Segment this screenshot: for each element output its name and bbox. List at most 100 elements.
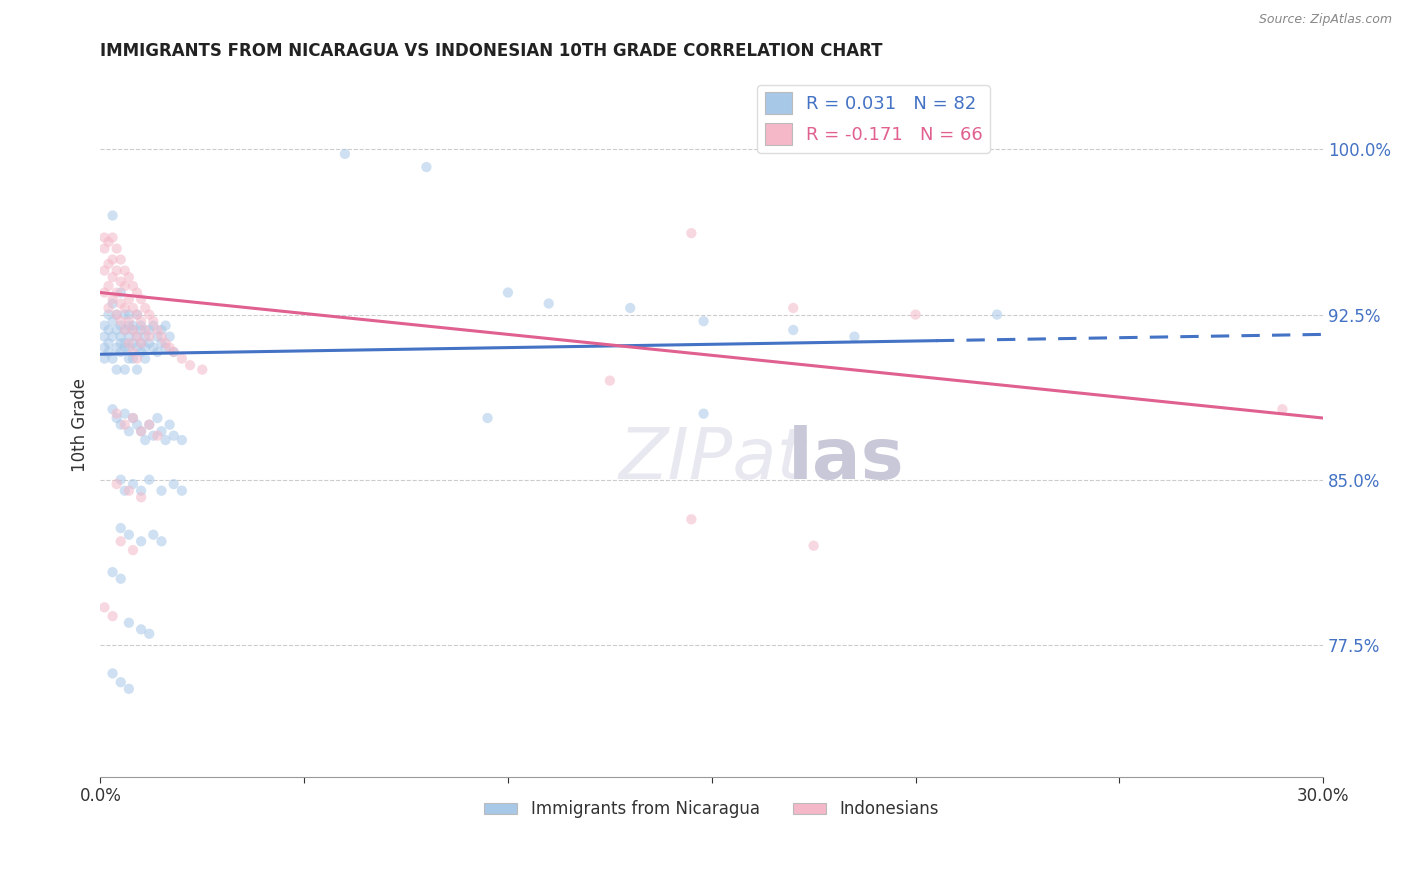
Point bbox=[125, 362, 148, 376]
Point bbox=[138, 627, 160, 641]
Point bbox=[163, 345, 186, 359]
Point bbox=[142, 527, 165, 541]
Point bbox=[114, 483, 136, 498]
Point bbox=[110, 329, 132, 343]
Point bbox=[122, 318, 145, 333]
Point bbox=[782, 323, 804, 337]
Point bbox=[150, 336, 173, 351]
Point bbox=[118, 270, 141, 285]
Point bbox=[105, 407, 128, 421]
Point bbox=[118, 527, 141, 541]
Point bbox=[97, 235, 120, 249]
Point bbox=[138, 336, 160, 351]
Point bbox=[114, 279, 136, 293]
Point bbox=[782, 301, 804, 315]
Point bbox=[599, 374, 621, 388]
Point bbox=[105, 308, 128, 322]
Point bbox=[134, 329, 156, 343]
Point bbox=[105, 341, 128, 355]
Point bbox=[101, 666, 124, 681]
Point bbox=[97, 301, 120, 315]
Point bbox=[681, 512, 703, 526]
Point bbox=[122, 477, 145, 491]
Point bbox=[110, 275, 132, 289]
Point bbox=[904, 308, 927, 322]
Point bbox=[129, 314, 152, 328]
Point bbox=[415, 160, 437, 174]
Point bbox=[93, 263, 115, 277]
Point bbox=[93, 318, 115, 333]
Point bbox=[142, 318, 165, 333]
Point bbox=[97, 308, 120, 322]
Point bbox=[129, 424, 152, 438]
Point bbox=[125, 308, 148, 322]
Point bbox=[118, 329, 141, 343]
Point bbox=[101, 230, 124, 244]
Point bbox=[122, 411, 145, 425]
Point bbox=[105, 323, 128, 337]
Point bbox=[101, 292, 124, 306]
Point bbox=[118, 424, 141, 438]
Point bbox=[110, 336, 132, 351]
Point bbox=[118, 681, 141, 696]
Point bbox=[159, 341, 181, 355]
Point bbox=[122, 351, 145, 366]
Point bbox=[129, 534, 152, 549]
Point bbox=[163, 428, 186, 442]
Point bbox=[155, 433, 177, 447]
Point bbox=[681, 226, 703, 240]
Point bbox=[129, 491, 152, 505]
Point bbox=[93, 329, 115, 343]
Point bbox=[122, 323, 145, 337]
Point bbox=[118, 351, 141, 366]
Point bbox=[114, 301, 136, 315]
Point bbox=[129, 318, 152, 333]
Point bbox=[477, 411, 499, 425]
Point bbox=[692, 407, 714, 421]
Point bbox=[122, 411, 145, 425]
Point bbox=[138, 308, 160, 322]
Point bbox=[114, 323, 136, 337]
Point bbox=[118, 483, 141, 498]
Point bbox=[105, 242, 128, 256]
Point bbox=[122, 345, 145, 359]
Point bbox=[191, 362, 214, 376]
Point bbox=[110, 345, 132, 359]
Point bbox=[101, 329, 124, 343]
Point bbox=[118, 292, 141, 306]
Point bbox=[122, 336, 145, 351]
Point bbox=[105, 308, 128, 322]
Point bbox=[179, 358, 201, 372]
Point bbox=[138, 323, 160, 337]
Point bbox=[118, 341, 141, 355]
Point bbox=[803, 539, 825, 553]
Point bbox=[110, 675, 132, 690]
Point bbox=[150, 534, 173, 549]
Point bbox=[619, 301, 641, 315]
Point bbox=[110, 572, 132, 586]
Point bbox=[844, 329, 866, 343]
Point bbox=[170, 351, 193, 366]
Point bbox=[118, 318, 141, 333]
Point bbox=[170, 433, 193, 447]
Point bbox=[134, 341, 156, 355]
Point bbox=[97, 279, 120, 293]
Point bbox=[105, 411, 128, 425]
Point bbox=[110, 314, 132, 328]
Point bbox=[122, 323, 145, 337]
Point bbox=[118, 615, 141, 630]
Point bbox=[101, 296, 124, 310]
Point bbox=[163, 345, 186, 359]
Text: Source: ZipAtlas.com: Source: ZipAtlas.com bbox=[1258, 13, 1392, 27]
Point bbox=[110, 252, 132, 267]
Point bbox=[118, 336, 141, 351]
Point bbox=[97, 323, 120, 337]
Point bbox=[97, 257, 120, 271]
Point bbox=[93, 351, 115, 366]
Point bbox=[101, 252, 124, 267]
Point bbox=[110, 521, 132, 535]
Point bbox=[114, 308, 136, 322]
Point bbox=[134, 433, 156, 447]
Point bbox=[105, 477, 128, 491]
Point bbox=[138, 417, 160, 432]
